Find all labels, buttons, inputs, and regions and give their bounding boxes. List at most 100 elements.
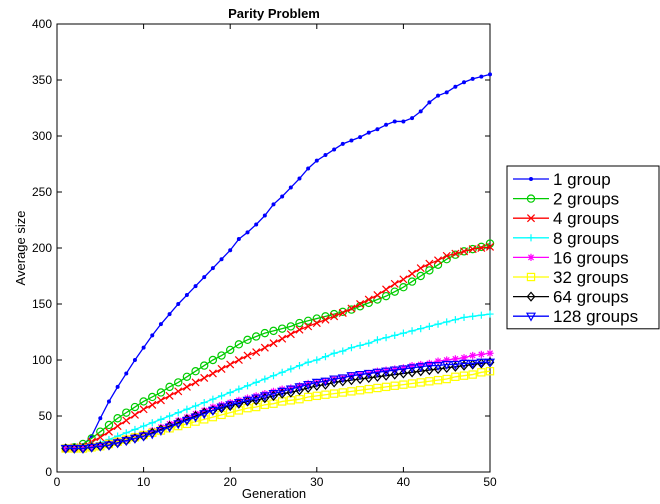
data-point bbox=[424, 362, 435, 372]
y-tick-label: 300 bbox=[32, 129, 52, 143]
data-point bbox=[488, 72, 492, 77]
data-point bbox=[338, 307, 347, 317]
y-axis-label: Average size bbox=[13, 211, 28, 286]
data-point bbox=[278, 334, 287, 343]
data-point bbox=[98, 416, 103, 421]
data-point bbox=[156, 396, 165, 405]
legend-label: 2 groups bbox=[553, 190, 619, 209]
data-point bbox=[375, 127, 380, 132]
data-point bbox=[425, 377, 434, 386]
data-point bbox=[425, 259, 434, 268]
data-point bbox=[88, 442, 96, 450]
data-point bbox=[132, 358, 137, 362]
legend-label: 8 groups bbox=[553, 229, 619, 248]
data-point bbox=[96, 441, 104, 449]
data-point bbox=[347, 305, 356, 314]
data-point bbox=[271, 202, 276, 207]
data-point bbox=[323, 153, 328, 158]
data-point bbox=[408, 362, 416, 370]
legend-marker bbox=[527, 253, 535, 261]
data-point bbox=[356, 341, 364, 350]
series-128-groups bbox=[60, 358, 496, 454]
data-point bbox=[303, 382, 313, 394]
data-point bbox=[114, 437, 122, 445]
data-point bbox=[459, 359, 470, 369]
data-point bbox=[260, 328, 270, 338]
data-point bbox=[347, 344, 356, 352]
data-point bbox=[113, 422, 122, 431]
data-point bbox=[130, 410, 139, 419]
data-point bbox=[155, 426, 166, 436]
data-point bbox=[407, 277, 417, 286]
data-point bbox=[190, 413, 201, 423]
data-point bbox=[252, 348, 261, 357]
data-point bbox=[251, 394, 262, 404]
data-point bbox=[254, 222, 259, 227]
data-point bbox=[407, 379, 417, 388]
data-point bbox=[320, 377, 331, 387]
legend-label: 64 groups bbox=[553, 288, 629, 307]
data-point bbox=[200, 398, 208, 407]
data-point bbox=[297, 176, 302, 181]
data-point bbox=[451, 316, 459, 324]
y-tick-label: 400 bbox=[32, 17, 52, 31]
data-point bbox=[469, 312, 477, 320]
data-point bbox=[467, 359, 478, 369]
data-point bbox=[226, 388, 234, 397]
legend-label: 128 groups bbox=[553, 307, 638, 326]
data-point bbox=[459, 371, 469, 380]
data-point bbox=[479, 74, 484, 79]
data-point bbox=[243, 335, 252, 345]
data-point bbox=[287, 365, 295, 373]
data-point bbox=[286, 387, 296, 398]
data-point bbox=[399, 283, 408, 292]
data-point bbox=[225, 401, 236, 411]
data-point bbox=[181, 416, 192, 426]
data-point bbox=[295, 318, 304, 328]
data-point bbox=[261, 375, 269, 383]
data-point bbox=[337, 374, 348, 384]
data-point bbox=[332, 147, 337, 152]
data-point bbox=[176, 302, 181, 306]
x-tick-label: 40 bbox=[397, 475, 411, 489]
series-layer bbox=[60, 72, 496, 454]
data-point bbox=[401, 119, 406, 124]
data-point bbox=[122, 434, 130, 442]
data-point bbox=[486, 349, 494, 357]
data-point bbox=[462, 80, 467, 85]
data-point bbox=[349, 138, 354, 143]
data-point bbox=[356, 299, 365, 309]
data-point bbox=[373, 336, 382, 344]
data-point bbox=[390, 279, 399, 288]
data-point bbox=[416, 271, 425, 281]
data-point bbox=[321, 379, 330, 390]
data-point bbox=[113, 414, 122, 423]
legend-item: 16 groups bbox=[513, 248, 629, 267]
data-point bbox=[285, 385, 296, 395]
data-point bbox=[79, 443, 87, 451]
data-point bbox=[303, 392, 313, 402]
chart-title: Parity Problem bbox=[228, 6, 320, 21]
data-point bbox=[112, 439, 123, 449]
data-point bbox=[424, 364, 434, 376]
legend-item: 4 groups bbox=[513, 209, 619, 228]
data-point bbox=[294, 383, 305, 393]
data-point bbox=[416, 264, 425, 273]
data-point bbox=[208, 355, 218, 365]
data-point bbox=[407, 364, 418, 374]
data-point bbox=[373, 371, 382, 382]
data-point bbox=[226, 360, 235, 369]
data-point bbox=[451, 249, 460, 258]
data-point bbox=[233, 398, 244, 408]
data-point bbox=[130, 402, 140, 412]
data-point bbox=[477, 311, 485, 319]
data-point bbox=[95, 442, 106, 452]
legend-label: 32 groups bbox=[553, 268, 629, 287]
data-point bbox=[434, 256, 443, 265]
data-point bbox=[208, 369, 217, 378]
data-point bbox=[245, 230, 250, 235]
data-point bbox=[148, 392, 157, 402]
data-point bbox=[399, 368, 408, 379]
data-point bbox=[200, 373, 209, 382]
